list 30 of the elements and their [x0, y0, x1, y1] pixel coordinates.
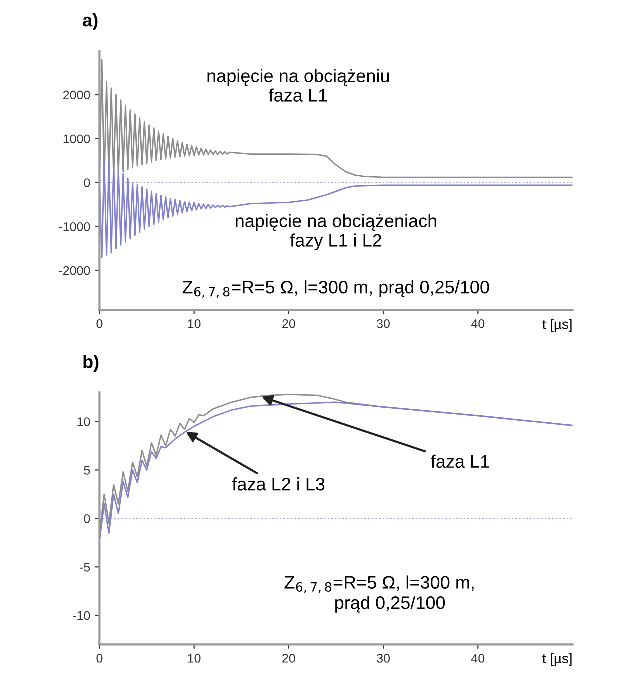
annotation: napięcie na obciążeniu faza L1 [208, 69, 390, 102]
annotation: Z$_{6,7,8}$=R=5 Ω, l=300 m, prąd 0,25/100 [284, 576, 474, 613]
x-axis-title: t [µs] [542, 653, 572, 666]
annotation: napięcie na obciążeniach fazy L1 i L2 [236, 214, 436, 251]
annotation: faza L1 [431, 454, 490, 468]
annotation: faza L2 i L3 [232, 478, 325, 491]
x-tick-label: 10 [188, 319, 201, 328]
chart-title: a) [83, 14, 98, 30]
x-tick-label: 30 [377, 654, 390, 663]
y-tick-label: 0 [84, 514, 90, 524]
y-tick-label: 10 [78, 418, 90, 426]
x-axis-title: t [µs] [542, 319, 572, 332]
y-tick-label: 5 [84, 466, 90, 475]
y-tick-label: -2000 [59, 266, 90, 276]
y-tick-label: 2000 [63, 90, 90, 100]
annotation: Z$_{6,7,8}$=R=5 Ω, l=300 m, prąd 0,25/100 [182, 280, 490, 298]
x-tick-label: 0 [96, 654, 103, 663]
x-tick-label: 0 [96, 319, 103, 328]
y-tick-label: -5 [80, 563, 90, 572]
y-tick-label: 1000 [64, 134, 90, 144]
chart-title: b) [84, 355, 99, 372]
x-tick-label: 40 [471, 654, 485, 663]
y-tick-label: 0 [84, 178, 90, 188]
y-tick-label: -10 [73, 611, 90, 620]
x-tick-label: 20 [282, 654, 296, 663]
x-tick-label: 40 [471, 319, 485, 328]
x-tick-label: 10 [188, 654, 201, 663]
x-tick-label: 20 [282, 319, 296, 328]
x-tick-label: 30 [377, 319, 390, 328]
y-tick-label: -1000 [59, 222, 90, 232]
